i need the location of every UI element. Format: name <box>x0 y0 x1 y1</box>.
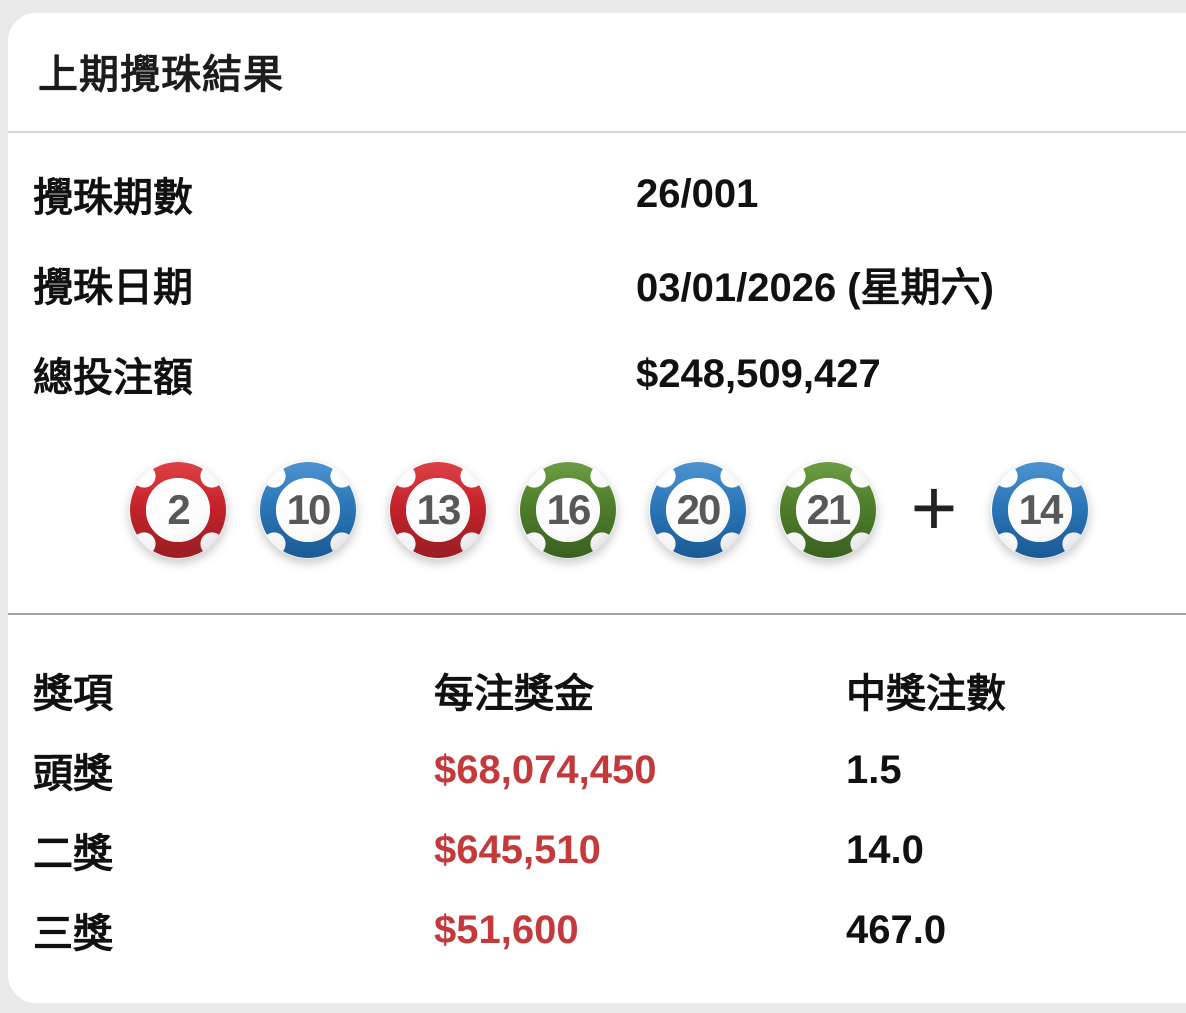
lottery-ball-4: 16 <box>516 458 620 562</box>
ball-icon: 16 <box>519 461 617 559</box>
prize-row-third: 三獎 $51,600 467.0 <box>8 890 1186 970</box>
first-prize-units: 1.5 <box>846 747 902 792</box>
second-prize-tier: 二獎 <box>33 832 113 876</box>
plus-separator: + <box>910 463 958 552</box>
header-prize-amount: 每注獎金 <box>434 672 594 716</box>
draw-date-value: 03/01/2026 (星期六) <box>636 266 994 310</box>
ball-icon: 10 <box>259 461 357 559</box>
second-prize-amount: $645,510 <box>434 827 601 872</box>
ball-icon: 14 <box>991 461 1089 559</box>
draw-date-label: 攪珠日期 <box>33 266 193 310</box>
svg-text:14: 14 <box>1019 486 1064 533</box>
first-prize-amount: $68,074,450 <box>434 747 657 792</box>
info-row-draw-number: 攪珠期數 26/001 <box>8 149 1186 239</box>
third-prize-units: 467.0 <box>846 907 947 952</box>
third-prize-amount: $51,600 <box>434 907 579 952</box>
lottery-ball-1: 2 <box>126 458 230 562</box>
ball-icon: 20 <box>649 461 747 559</box>
svg-text:20: 20 <box>677 486 720 533</box>
ball-icon: 2 <box>129 461 227 559</box>
results-card: 上期攪珠結果 攪珠期數 26/001 攪珠日期 03/01/2026 (星期六)… <box>8 13 1186 1003</box>
svg-text:16: 16 <box>547 486 590 533</box>
svg-text:10: 10 <box>287 486 330 533</box>
info-row-draw-date: 攪珠日期 03/01/2026 (星期六) <box>8 239 1186 329</box>
third-prize-tier: 三獎 <box>33 912 113 956</box>
draw-number-label: 攪珠期數 <box>33 176 193 220</box>
second-prize-units: 14.0 <box>846 827 924 872</box>
first-prize-tier: 頭獎 <box>33 752 113 796</box>
turnover-label: 總投注額 <box>33 356 193 400</box>
lottery-ball-3: 13 <box>386 458 490 562</box>
ball-icon: 21 <box>779 461 877 559</box>
lottery-ball-6: 21 <box>776 458 880 562</box>
drawn-numbers-row: 2 <box>126 458 1186 562</box>
turnover-value: $248,509,427 <box>636 351 881 396</box>
prize-table-header: 獎項 每注獎金 中獎注數 <box>8 650 1186 730</box>
page-title: 上期攪珠結果 <box>38 53 284 97</box>
svg-text:13: 13 <box>417 486 460 533</box>
lottery-ball-5: 20 <box>646 458 750 562</box>
svg-text:21: 21 <box>807 486 851 533</box>
lottery-ball-2: 10 <box>256 458 360 562</box>
card-header: 上期攪珠結果 <box>8 13 1186 131</box>
info-row-turnover: 總投注額 $248,509,427 <box>8 329 1186 419</box>
header-winning-units: 中獎注數 <box>846 672 1006 716</box>
extra-number-ball: 14 <box>988 458 1092 562</box>
ball-icon: 13 <box>389 461 487 559</box>
svg-text:2: 2 <box>167 486 189 533</box>
header-prize-tier: 獎項 <box>33 672 113 716</box>
header-divider <box>8 131 1186 133</box>
prize-row-second: 二獎 $645,510 14.0 <box>8 810 1186 890</box>
draw-info-table: 攪珠期數 26/001 攪珠日期 03/01/2026 (星期六) 總投注額 $… <box>8 133 1186 419</box>
section-divider <box>8 613 1186 615</box>
prize-table: 獎項 每注獎金 中獎注數 頭獎 $68,074,450 1.5 二獎 $645,… <box>8 615 1186 1003</box>
prize-row-first: 頭獎 $68,074,450 1.5 <box>8 730 1186 810</box>
draw-number-value: 26/001 <box>636 171 759 216</box>
